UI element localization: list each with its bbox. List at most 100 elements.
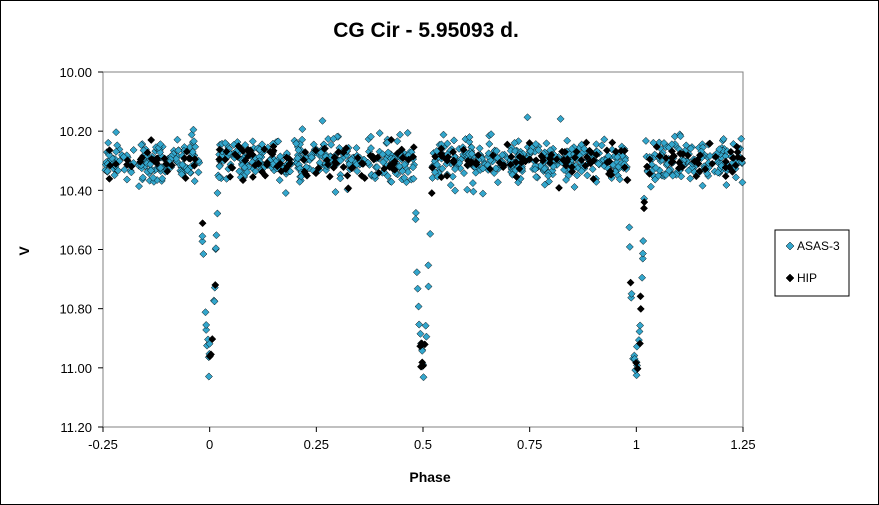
data-point — [686, 174, 695, 183]
data-point — [343, 171, 352, 180]
data-point — [540, 164, 549, 173]
data-points — [101, 113, 747, 382]
data-point — [589, 156, 598, 165]
data-point — [427, 189, 436, 198]
data-point — [469, 187, 478, 196]
data-point — [138, 173, 147, 182]
data-point — [563, 157, 572, 166]
data-point — [417, 339, 426, 348]
data-point — [652, 142, 661, 151]
data-point — [487, 130, 496, 139]
data-point — [409, 152, 418, 161]
y-tick-label: 10.60 — [59, 243, 92, 258]
data-point — [208, 335, 217, 344]
data-point — [615, 175, 624, 184]
data-point — [113, 141, 122, 150]
data-point — [347, 155, 356, 164]
data-point — [514, 137, 523, 146]
data-point — [613, 153, 622, 161]
data-point — [638, 249, 647, 258]
data-point — [662, 154, 670, 162]
data-point — [675, 158, 684, 167]
data-point — [582, 153, 591, 162]
data-point — [450, 136, 458, 145]
data-point — [592, 140, 601, 149]
data-point — [186, 154, 195, 163]
data-point — [577, 167, 586, 176]
data-point — [731, 173, 740, 182]
data-point — [459, 145, 468, 154]
data-point — [562, 175, 571, 184]
data-point — [419, 373, 428, 382]
data-point — [611, 147, 620, 156]
data-point — [387, 135, 396, 144]
data-point — [737, 134, 746, 143]
y-axis-title: V — [16, 246, 32, 256]
data-point — [694, 159, 703, 168]
data-point — [384, 148, 393, 157]
data-point — [221, 139, 230, 147]
data-point — [532, 172, 541, 181]
data-point — [463, 185, 472, 194]
data-point — [243, 168, 252, 177]
data-point — [263, 158, 272, 167]
data-point — [424, 282, 433, 291]
data-point — [721, 163, 730, 172]
data-point — [532, 156, 541, 165]
data-point — [660, 139, 668, 147]
data-point — [268, 150, 277, 159]
data-point — [251, 167, 260, 176]
data-point — [400, 173, 409, 182]
y-tick-label: 10.80 — [59, 302, 92, 317]
data-point — [443, 171, 451, 180]
data-point — [592, 150, 601, 159]
data-point — [620, 163, 629, 172]
data-point — [582, 138, 591, 147]
data-point — [409, 143, 418, 152]
data-point — [344, 184, 353, 193]
data-point — [320, 144, 329, 153]
data-point — [706, 152, 714, 160]
data-point — [105, 151, 114, 160]
x-tick-label: 1.25 — [730, 437, 755, 452]
data-point — [329, 134, 338, 143]
data-point — [558, 147, 567, 156]
data-point — [198, 232, 207, 241]
data-point — [583, 171, 592, 180]
data-point — [244, 152, 253, 160]
data-point — [512, 158, 521, 167]
legend-items: ASAS-3 HIP — [785, 239, 840, 285]
data-point — [366, 132, 375, 141]
data-point — [347, 164, 356, 173]
data-point — [213, 189, 222, 197]
data-point — [662, 170, 671, 179]
data-point — [301, 148, 310, 157]
data-point — [187, 130, 196, 139]
data-point — [625, 223, 634, 232]
data-point — [417, 362, 425, 371]
data-point — [393, 149, 402, 158]
data-point — [127, 168, 136, 177]
data-point — [398, 167, 407, 176]
data-point — [632, 371, 641, 380]
data-point — [275, 176, 284, 185]
data-point — [597, 141, 606, 150]
data-point — [428, 163, 437, 172]
data-point — [422, 332, 431, 341]
data-point — [331, 188, 340, 196]
data-point — [163, 167, 172, 176]
data-point — [449, 148, 458, 156]
data-point — [635, 327, 644, 336]
data-point — [460, 169, 468, 178]
data-point — [636, 292, 645, 301]
data-point — [426, 229, 435, 238]
data-point — [577, 156, 586, 165]
data-point — [636, 339, 644, 348]
data-point — [339, 163, 348, 172]
data-point — [570, 183, 579, 191]
data-point — [411, 215, 420, 224]
data-point — [235, 167, 244, 176]
data-point — [478, 189, 487, 198]
data-point — [608, 138, 617, 147]
